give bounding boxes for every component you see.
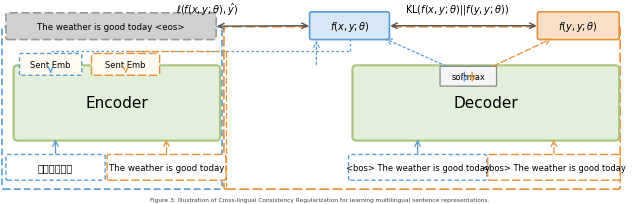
Text: Sent Emb: Sent Emb <box>106 61 146 70</box>
FancyBboxPatch shape <box>353 66 619 141</box>
FancyBboxPatch shape <box>6 14 216 40</box>
Text: <bos> The weather is good today: <bos> The weather is good today <box>346 163 490 172</box>
Text: $f(y,y;\theta)$: $f(y,y;\theta)$ <box>558 20 598 33</box>
FancyBboxPatch shape <box>92 54 159 76</box>
Text: Encoder: Encoder <box>86 96 148 111</box>
FancyBboxPatch shape <box>19 54 82 76</box>
FancyBboxPatch shape <box>440 67 497 87</box>
Text: $\mathrm{KL}(f(x,y;\theta)||f(y,y;\theta))$: $\mathrm{KL}(f(x,y;\theta)||f(y,y;\theta… <box>405 3 510 17</box>
Text: Decoder: Decoder <box>453 96 518 111</box>
FancyBboxPatch shape <box>13 66 220 141</box>
Text: $\ell(f(x,y;\theta),\hat{y})$: $\ell(f(x,y;\theta),\hat{y})$ <box>176 2 239 18</box>
Text: Figure 3: Illustration of Cross-lingual Consistency Regularization for learning : Figure 3: Illustration of Cross-lingual … <box>150 197 490 202</box>
Text: The weather is good today: The weather is good today <box>109 163 224 172</box>
Text: <bos> The weather is good today: <bos> The weather is good today <box>482 163 626 172</box>
FancyBboxPatch shape <box>107 155 226 180</box>
FancyBboxPatch shape <box>6 155 105 180</box>
Text: softmax: softmax <box>451 72 485 81</box>
FancyBboxPatch shape <box>349 155 487 180</box>
Text: The weather is good today <eos>: The weather is good today <eos> <box>37 23 185 32</box>
Text: Sent Emb: Sent Emb <box>30 61 71 70</box>
Text: 今天天气很好: 今天天气很好 <box>38 163 73 173</box>
FancyBboxPatch shape <box>538 13 619 40</box>
Text: $f(x,y;\theta)$: $f(x,y;\theta)$ <box>330 20 369 33</box>
FancyBboxPatch shape <box>310 13 389 40</box>
FancyBboxPatch shape <box>488 155 620 180</box>
